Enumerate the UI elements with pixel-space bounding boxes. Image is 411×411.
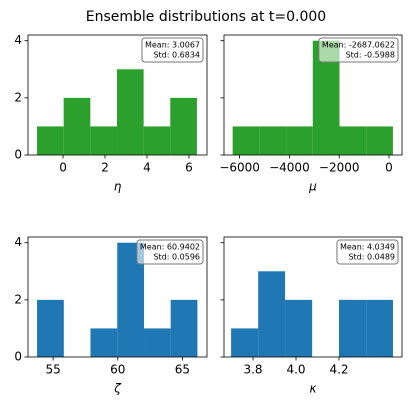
x-tick-label: 3.8: [243, 363, 262, 377]
x-tick-label: 4: [143, 161, 151, 175]
figure-title: Ensemble distributions at t=0.000: [86, 9, 326, 25]
y-tick-label: 4: [14, 33, 22, 47]
x-axis-label: κ: [309, 382, 317, 396]
annotation-box: [336, 239, 399, 265]
x-tick-label: 4.0: [286, 363, 305, 377]
x-tick-label: −6000: [219, 161, 260, 175]
y-tick-label: 0: [14, 350, 22, 364]
annotation-text: Std: -0.5988: [346, 51, 395, 60]
x-tick-label: 0: [385, 161, 393, 175]
x-tick-label: 55: [45, 363, 60, 377]
annotation-text: Mean: -2687.0622: [322, 41, 395, 50]
histogram-bar: [116, 69, 144, 155]
histogram-bar: [63, 97, 91, 155]
annotation-box: [136, 239, 204, 265]
axes-frame: [223, 236, 403, 358]
y-tick-label: 2: [14, 292, 22, 306]
histogram-bar: [170, 97, 197, 155]
x-axis-label: ζ: [113, 382, 122, 396]
histogram-bar: [37, 299, 64, 357]
histogram-bar: [339, 126, 367, 155]
x-tick-label: 60: [110, 363, 125, 377]
y-tick-label: 4: [14, 235, 22, 249]
x-axis-label: η: [114, 180, 122, 194]
x-tick-label: 0: [59, 161, 67, 175]
histogram-bar: [144, 328, 171, 357]
annotation-box: [141, 37, 204, 63]
histogram-bar: [366, 126, 393, 155]
x-tick-label: 2: [101, 161, 109, 175]
annotation-text: Mean: 3.0067: [145, 41, 200, 50]
histogram-bar: [339, 299, 367, 357]
histogram-bar: [170, 299, 198, 357]
y-tick-label: 0: [14, 148, 22, 162]
histogram-bar: [366, 299, 393, 357]
histogram-bar: [90, 328, 118, 357]
x-tick-label: −4000: [269, 161, 310, 175]
annotation-text: Mean: 60.9402: [140, 243, 200, 252]
histogram-bar: [143, 126, 171, 155]
annotation-text: Mean: 4.0349: [340, 243, 395, 252]
x-tick-label: 65: [175, 363, 190, 377]
histogram-bar: [286, 126, 313, 155]
histogram-bar: [90, 126, 117, 155]
histogram-bar: [285, 299, 313, 357]
axes-frame: [223, 34, 403, 156]
histogram-bar: [37, 126, 64, 155]
histogram-bar: [259, 126, 287, 155]
annotation-text: Std: 0.0596: [153, 253, 200, 262]
x-tick-label: −2000: [319, 161, 360, 175]
x-axis-label: μ: [308, 180, 317, 194]
axes-frame: [27, 34, 208, 156]
histogram-bar: [232, 126, 260, 155]
annotation-text: Std: 0.6834: [153, 51, 200, 60]
y-tick-label: 2: [14, 90, 22, 104]
histogram-bar: [258, 271, 286, 357]
annotation-box: [318, 37, 399, 63]
annotation-text: Std: 0.0489: [348, 253, 395, 262]
x-tick-label: 6: [185, 161, 193, 175]
histogram-bar: [231, 328, 259, 357]
x-tick-label: 4.2: [329, 363, 348, 377]
